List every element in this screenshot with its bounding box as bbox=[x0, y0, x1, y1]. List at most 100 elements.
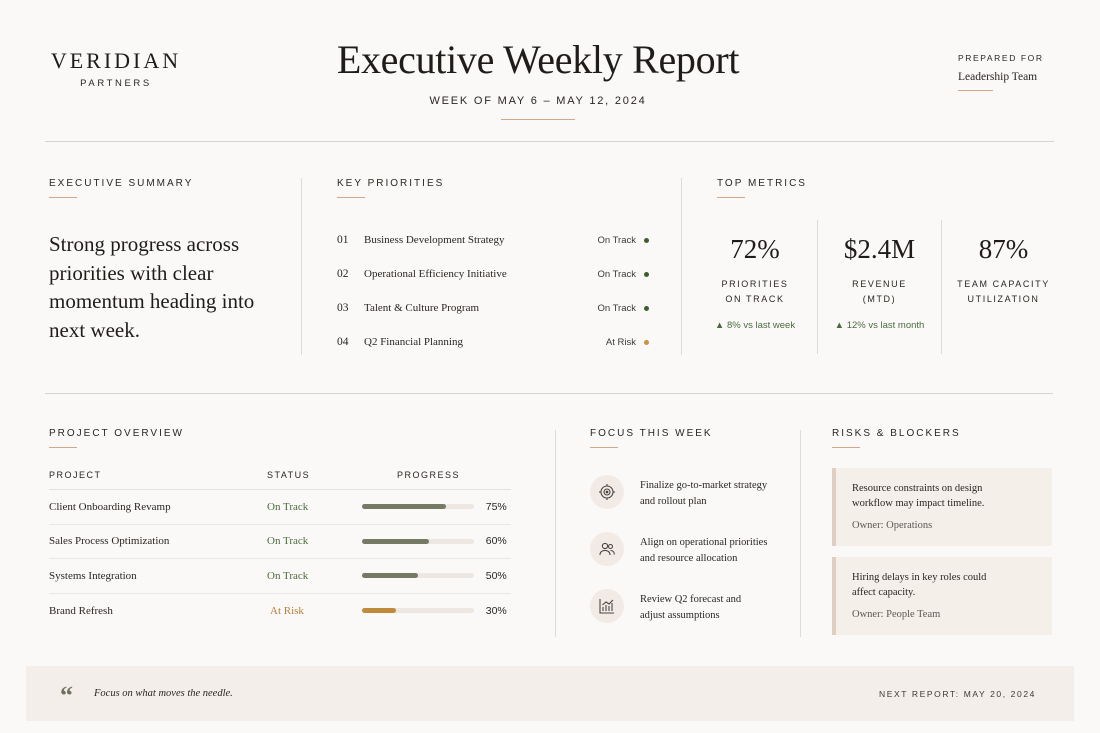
table-row: Brand Refresh At Risk 30% bbox=[49, 593, 511, 628]
prepared-for-value: Leadership Team bbox=[958, 71, 1038, 83]
progress-percent: 60% bbox=[485, 535, 507, 548]
column-divider bbox=[800, 430, 801, 637]
focus-line: and rollout plan bbox=[640, 495, 707, 507]
column-header: PROJECT bbox=[49, 470, 267, 490]
risk-owner: Owner: Operations bbox=[852, 520, 933, 531]
project-name: Systems Integration bbox=[49, 558, 267, 594]
priority-item: 04 Q2 Financial Planning At Risk bbox=[337, 325, 649, 359]
risk-line: affect capacity. bbox=[852, 587, 916, 598]
progress-cell: 50% bbox=[362, 558, 511, 594]
focus-line: Review Q2 forecast and bbox=[640, 594, 742, 605]
metric-delta: ▲ 12% vs last month bbox=[834, 320, 925, 331]
project-status: On Track bbox=[267, 524, 362, 559]
progress-fill bbox=[362, 504, 446, 510]
progress-cell: 60% bbox=[362, 524, 511, 559]
project-name: Sales Process Optimization bbox=[49, 524, 267, 559]
title-rule bbox=[501, 119, 575, 120]
priority-number: 03 bbox=[337, 302, 349, 314]
progress-bar bbox=[362, 538, 474, 544]
progress-bar bbox=[362, 608, 474, 614]
focus-item: Review Q2 forecast and adjust assumption… bbox=[590, 589, 767, 646]
focus-line: and resource allocation bbox=[640, 552, 738, 564]
section-label: RISKS & BLOCKERS bbox=[832, 428, 961, 439]
priority-name: Talent & Culture Program bbox=[364, 302, 480, 314]
prepared-rule bbox=[958, 90, 993, 91]
risk-card: Resource constraints on design workflow … bbox=[832, 468, 1052, 546]
metric-value: 87% bbox=[978, 234, 1029, 264]
priority-name: Operational Efficiency Initiative bbox=[364, 268, 507, 280]
focus-text: Review Q2 forecast and adjust assumption… bbox=[640, 589, 741, 623]
header-divider bbox=[45, 141, 1054, 142]
section-rule bbox=[49, 197, 77, 198]
priority-item: 03 Talent & Culture Program On Track bbox=[337, 291, 649, 325]
section-label: EXECUTIVE SUMMARY bbox=[49, 178, 194, 189]
quote-icon: “ bbox=[60, 681, 73, 710]
section-label: KEY PRIORITIES bbox=[337, 178, 445, 189]
summary-text: Strong progress across priorities with c… bbox=[49, 232, 255, 342]
project-table: PROJECT STATUS PROGRESS Client Onboardin… bbox=[49, 470, 511, 628]
section-rule bbox=[832, 447, 860, 448]
key-priorities: KEY PRIORITIES 01 Business Development S… bbox=[337, 178, 649, 359]
metric-label-line: ON TRACK bbox=[725, 294, 785, 304]
brand-logo: VERIDIAN PARTNERS bbox=[47, 48, 185, 89]
project-status: On Track bbox=[267, 558, 362, 594]
column-divider bbox=[681, 178, 682, 355]
section-label: PROJECT OVERVIEW bbox=[49, 428, 184, 439]
focus-line: Finalize go-to-market strategy bbox=[640, 480, 768, 491]
project-status: At Risk bbox=[270, 604, 304, 617]
priority-number: 02 bbox=[337, 268, 349, 280]
next-report: NEXT REPORT: MAY 20, 2024 bbox=[878, 689, 1036, 699]
section-divider bbox=[45, 393, 1053, 394]
risk-list: Resource constraints on design workflow … bbox=[832, 468, 1052, 635]
metric-value: $2.4M bbox=[843, 234, 916, 264]
focus-this-week: FOCUS THIS WEEK Finalize go-to-market st… bbox=[590, 428, 767, 646]
risk-line: workflow may impact timeline. bbox=[852, 498, 985, 509]
progress-fill bbox=[362, 573, 418, 579]
project-status: On Track bbox=[267, 489, 362, 525]
focus-list: Finalize go-to-market strategy and rollo… bbox=[590, 475, 767, 646]
focus-text: Finalize go-to-market strategy and rollo… bbox=[640, 475, 767, 509]
progress-fill bbox=[362, 538, 430, 544]
priority-status: At Risk bbox=[605, 336, 636, 348]
focus-item: Finalize go-to-market strategy and rollo… bbox=[590, 475, 767, 532]
column-header: PROGRESS bbox=[362, 470, 511, 490]
footer-bar: “ Focus on what moves the needle. NEXT R… bbox=[26, 666, 1074, 721]
report-header: Executive Weekly Report WEEK OF MAY 6 – … bbox=[300, 36, 776, 120]
priority-status: On Track bbox=[597, 302, 636, 314]
risk-card: Hiring delays in key roles could affect … bbox=[832, 557, 1052, 635]
progress-fill bbox=[362, 608, 396, 614]
section-rule bbox=[590, 447, 618, 448]
prepared-for-label: PREPARED FOR bbox=[958, 53, 1044, 63]
priority-name: Business Development Strategy bbox=[364, 234, 505, 246]
risk-text: Resource constraints on design workflow … bbox=[852, 481, 1036, 511]
focus-text: Align on operational priorities and reso… bbox=[640, 532, 767, 566]
column-header: STATUS bbox=[267, 470, 362, 490]
metric-label: PRIORITIES ON TRACK bbox=[693, 277, 817, 307]
focus-line: adjust assumptions bbox=[640, 609, 720, 621]
priority-number: 01 bbox=[337, 234, 349, 246]
metric-value: 72% bbox=[730, 234, 780, 264]
table-row: Systems Integration On Track 50% bbox=[49, 558, 511, 594]
executive-summary: EXECUTIVE SUMMARY Strong progress across… bbox=[49, 178, 279, 344]
priority-item: 02 Operational Efficiency Initiative On … bbox=[337, 257, 649, 291]
section-rule bbox=[49, 447, 77, 448]
project-name: Brand Refresh bbox=[49, 604, 113, 617]
metric-label-line: UTILIZATION bbox=[967, 294, 1040, 304]
progress-percent: 75% bbox=[485, 500, 507, 513]
metric-delta: ▲ 8% vs last week bbox=[714, 320, 796, 331]
metric-label-line: TEAM CAPACITY bbox=[957, 279, 1050, 289]
status-dot-icon bbox=[644, 305, 649, 311]
priority-number: 04 bbox=[337, 336, 349, 348]
report-week: WEEK OF MAY 6 – MAY 12, 2024 bbox=[429, 95, 647, 107]
progress-percent: 30% bbox=[485, 604, 507, 617]
risks-blockers: RISKS & BLOCKERS Resource constraints on… bbox=[832, 428, 1052, 646]
brand-sub: PARTNERS bbox=[80, 78, 152, 89]
section-label: TOP METRICS bbox=[717, 178, 807, 189]
risk-text: Hiring delays in key roles could affect … bbox=[852, 570, 1036, 600]
metric-cards: 72% PRIORITIES ON TRACK ▲ 8% vs last wee… bbox=[693, 220, 1065, 354]
metric-label-line: REVENUE bbox=[852, 279, 907, 289]
focus-line: Align on operational priorities bbox=[640, 537, 768, 548]
progress-percent: 50% bbox=[485, 569, 507, 582]
target-icon bbox=[590, 475, 624, 509]
people-icon bbox=[590, 532, 624, 566]
